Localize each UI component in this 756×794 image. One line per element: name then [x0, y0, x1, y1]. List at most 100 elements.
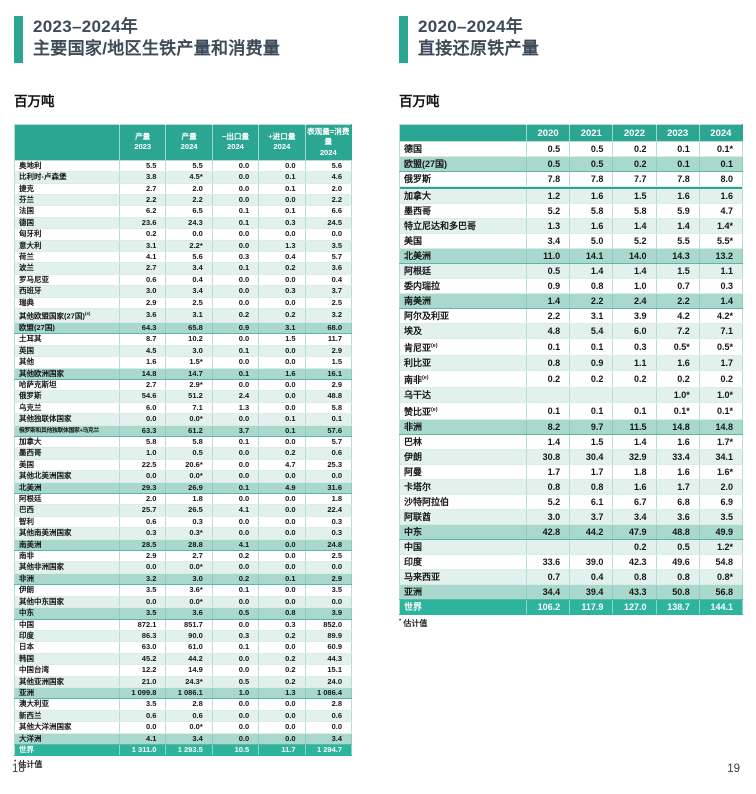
- table-header-cell: 表观量=消费量 2024: [305, 124, 353, 161]
- value-cell: 0.1: [212, 217, 260, 230]
- table-row: 其他中东国家 0.0 0.0* 0.0 0.0 0.0: [14, 596, 353, 609]
- row-label-cell: 北美洲: [399, 248, 527, 264]
- value-cell: 0.9: [526, 278, 571, 294]
- value-cell: 0.0: [212, 171, 260, 184]
- value-cell: 2.2: [165, 194, 213, 207]
- table-row: 加拿大 1.2 1.6 1.5 1.6 1.6: [399, 189, 744, 204]
- value-cell: 0.0*: [165, 721, 213, 734]
- value-cell: 0.1: [212, 641, 260, 654]
- value-cell: 3.1: [119, 240, 167, 253]
- row-label-cell: 其他独联体国家: [14, 413, 120, 426]
- value-cell: 22.4: [305, 504, 353, 517]
- value-cell: 5.5: [119, 160, 167, 173]
- table-row: 奥地利 5.5 5.5 0.0 0.0 5.6: [14, 160, 353, 173]
- value-cell: 2.4: [612, 293, 657, 309]
- estimate-marker: (e): [431, 407, 438, 413]
- value-cell: 0.2: [258, 676, 306, 688]
- value-cell: 4.5: [119, 345, 167, 358]
- value-cell: 7.8: [569, 171, 614, 187]
- row-label-cell: 美国: [14, 459, 120, 472]
- value-cell: 2.9*: [165, 379, 213, 392]
- value-cell: 10.2: [165, 333, 213, 346]
- table-row: 美国 22.5 20.6* 0.0 4.7 25.3: [14, 459, 353, 472]
- value-cell: 1.0: [212, 686, 260, 700]
- value-cell: 0.0: [212, 721, 260, 734]
- value-cell: 117.9: [569, 599, 614, 615]
- value-cell: 0.2: [612, 156, 657, 172]
- value-cell: 4.9: [258, 481, 306, 495]
- row-label-cell: 其他: [14, 356, 120, 369]
- value-cell: 0.0: [212, 470, 260, 483]
- value-cell: 3.0: [119, 285, 167, 298]
- value-cell: 29.3: [119, 481, 167, 495]
- value-cell: 0.3: [119, 527, 167, 540]
- value-cell: 1 086.1: [165, 686, 213, 700]
- value-cell: 0.2: [212, 308, 260, 323]
- footnote-asterisk: *: [14, 759, 17, 766]
- table-row: 日本 63.0 61.0 0.1 0.0 60.9: [14, 641, 353, 654]
- value-cell: 0.2: [699, 370, 744, 388]
- value-cell: 0.8: [656, 569, 700, 585]
- value-cell: 0.0: [212, 527, 260, 540]
- value-cell: 2.7: [119, 183, 167, 195]
- value-cell: 63.3: [119, 424, 167, 438]
- right-section-title: 2020–2024年 直接还原铁产量: [399, 16, 743, 63]
- table-row: 南美洲 1.4 2.2 2.4 2.2 1.4: [399, 293, 744, 309]
- value-cell: 0.0: [212, 194, 260, 207]
- value-cell: 1 293.5: [165, 744, 213, 757]
- row-label-cell: 特立尼达和多巴哥: [399, 218, 527, 234]
- value-cell: 1.2: [526, 189, 571, 204]
- value-cell: 6.2: [119, 205, 167, 218]
- value-cell: 5.8: [165, 436, 213, 449]
- value-cell: 1.4: [526, 434, 571, 450]
- row-label-cell: 世界: [399, 599, 527, 615]
- value-cell: 0.1*: [699, 141, 744, 157]
- value-cell: 0.0: [212, 459, 260, 472]
- table-row: 瑞典 2.9 2.5 0.0 0.0 2.5: [14, 297, 353, 310]
- table-row: 伊朗 30.8 30.4 32.9 33.4 34.1: [399, 449, 744, 465]
- title-line-subject: 直接还原铁产量: [418, 39, 540, 58]
- table-row: 荷兰 4.1 5.6 0.3 0.4 5.7: [14, 251, 353, 264]
- value-cell: 0.0: [258, 402, 306, 415]
- value-cell: 7.7: [612, 171, 657, 187]
- row-label-cell: 欧盟(27国): [14, 321, 120, 335]
- row-label-cell: 加拿大: [14, 436, 120, 449]
- value-cell: 39.4: [569, 584, 614, 600]
- row-label-cell: 巴林: [399, 434, 527, 450]
- row-label-cell: 墨西哥: [14, 447, 120, 460]
- value-cell: 3.1: [165, 308, 213, 323]
- value-cell: 2.2: [305, 194, 353, 207]
- row-label-cell: 其他大洋洲国家: [14, 721, 120, 734]
- value-cell: 34.4: [526, 584, 571, 600]
- value-cell: 0.8*: [699, 569, 744, 585]
- row-label-cell: 中国台湾: [14, 664, 120, 677]
- row-label-cell: 西班牙: [14, 285, 120, 298]
- table-row: 中国 872.1 851.7 0.0 0.3 852.0: [14, 619, 353, 631]
- value-cell: 3.0: [165, 572, 213, 586]
- row-label-cell: 世界: [14, 744, 120, 757]
- table-row: 马来西亚 0.7 0.4 0.8 0.8 0.8*: [399, 569, 744, 585]
- value-cell: 30.4: [569, 449, 614, 465]
- value-cell: 1.8: [305, 493, 353, 506]
- value-cell: 5.6: [305, 160, 353, 173]
- row-label-cell: 捷克: [14, 183, 120, 195]
- table-row: 赞比亚(e) 0.1 0.1 0.1 0.1* 0.1*: [399, 402, 744, 420]
- value-cell: 54.6: [119, 390, 167, 403]
- value-cell: 0.0: [119, 596, 167, 609]
- value-cell: 45.2: [119, 653, 167, 666]
- value-cell: 0.0: [212, 274, 260, 287]
- table-row: 大洋洲 4.1 3.4 0.0 0.0 3.4: [14, 732, 353, 745]
- value-cell: 144.1: [699, 599, 744, 615]
- value-cell: 0.0: [212, 664, 260, 677]
- table-header-cell-empty: [14, 124, 120, 161]
- value-cell: 2.0: [119, 493, 167, 506]
- value-cell: 0.0: [212, 356, 260, 369]
- value-cell: 0.5: [526, 156, 571, 172]
- value-cell: 1.7*: [699, 434, 744, 450]
- row-label-cell: 肯尼亚(e): [399, 338, 527, 356]
- value-cell: 0.3: [305, 516, 353, 529]
- value-cell: 0.1: [526, 402, 571, 420]
- table-row: 芬兰 2.2 2.2 0.0 0.0 2.2: [14, 194, 353, 207]
- row-label-cell: 澳大利亚: [14, 698, 120, 711]
- value-cell: 5.6: [165, 251, 213, 264]
